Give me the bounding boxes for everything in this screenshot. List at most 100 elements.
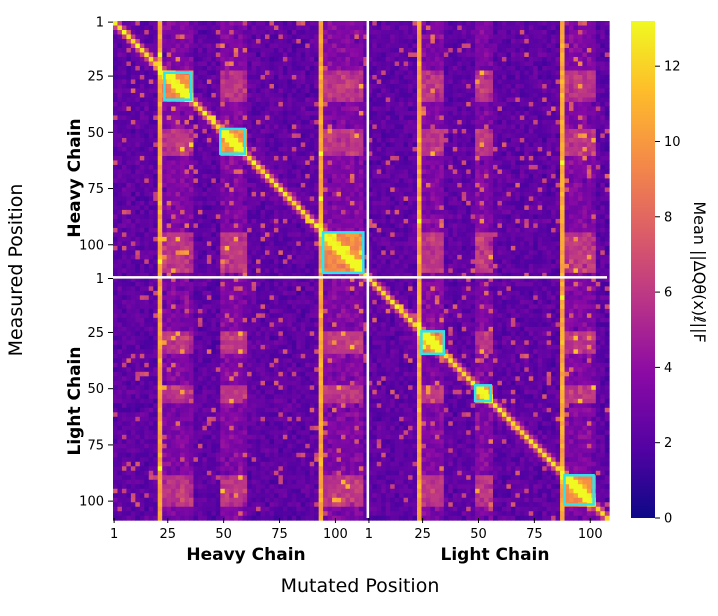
heatmap-cell [206,106,212,112]
heatmap-cell [461,92,467,98]
heatmap-cell [376,128,382,134]
heatmap-cell [577,30,583,35]
heatmap-cell [367,83,373,89]
heatmap-cell [510,146,516,152]
heatmap-cell [135,205,141,211]
heatmap-cell [524,200,530,206]
heatmap-cell [452,218,458,224]
heatmap-cell [506,151,512,157]
heatmap-cell [555,200,561,206]
heatmap-cell [551,124,556,130]
heatmap-cell [577,70,583,76]
heatmap-cell [260,106,266,112]
heatmap-cell [533,101,539,107]
heatmap-cell [296,128,302,134]
heatmap-cell [577,56,583,62]
heatmap-cell [555,182,561,188]
heatmap-cell [117,164,123,170]
heatmap-cell [189,182,194,188]
heatmap-cell [148,34,154,40]
heatmap-cell [247,142,252,148]
heatmap-cell [341,34,346,40]
heatmap-cell [358,173,364,179]
heatmap-cell [314,142,320,148]
heatmap-cell [363,79,369,85]
heatmap-cell [497,164,503,170]
heatmap-cell [519,110,525,116]
heatmap-cell [421,124,427,130]
heatmap-cell [314,52,320,58]
heatmap-cell [417,151,422,157]
heatmap-cell [506,92,512,98]
heatmap-cell [202,200,208,206]
heatmap-cell [211,155,217,161]
heatmap-cell [421,218,427,224]
heatmap-cell [211,142,217,148]
heatmap-cell [443,38,449,44]
heatmap-cell [479,214,485,220]
heatmap-cell [211,187,217,193]
heatmap-cell [273,124,279,130]
heatmap-cell [300,173,306,179]
heatmap-cell [175,83,181,89]
heatmap-cell [139,214,145,220]
heatmap-cell [600,56,606,62]
heatmap-cell [528,187,534,193]
heatmap-cell [582,142,588,148]
heatmap-cell [242,187,248,193]
heatmap-cell [256,142,261,148]
heatmap-cell [546,70,552,76]
heatmap-cell [354,191,360,197]
heatmap-cell [206,101,212,107]
heatmap-cell [265,30,270,35]
heatmap-cell [157,169,163,175]
heatmap-cell [233,101,239,107]
heatmap-cell [291,83,297,89]
heatmap-cell [493,119,498,125]
heatmap-cell [197,214,203,220]
heatmap-cell [206,133,212,139]
heatmap-cell [385,56,391,62]
heatmap-cell [381,43,387,49]
heatmap-cell [229,187,235,193]
heatmap-cell [497,155,503,161]
heatmap-cell [157,101,163,107]
heatmap-cell [569,169,574,175]
heatmap-cell [260,137,266,143]
heatmap-cell [569,214,574,220]
heatmap-cell [457,214,463,220]
heatmap-cell [349,164,355,170]
heatmap-cell [314,133,320,139]
heatmap-cell [197,47,203,53]
heatmap-cell [497,146,503,152]
heatmap-cell [412,146,418,152]
heatmap-cell [506,164,512,170]
heatmap-cell [519,178,525,184]
heatmap-cell [144,70,150,76]
heatmap-cell [211,83,217,89]
heatmap-cell [256,196,261,202]
heatmap-cell [524,187,530,193]
heatmap-cell [287,43,293,49]
heatmap-cell [349,47,355,53]
heatmap-cell [399,101,404,107]
heatmap-cell [341,83,346,89]
heatmap-cell [484,43,489,49]
heatmap-cell [577,61,583,67]
heatmap-cell [403,97,409,103]
heatmap-cell [367,119,373,125]
heatmap-cell [425,182,431,188]
heatmap-cell [332,187,337,193]
heatmap-cell [202,128,208,134]
heatmap-cell [452,43,458,49]
heatmap-cell [448,169,454,175]
heatmap-cell [479,47,485,53]
heatmap-cell [412,151,418,157]
heatmap-cell [448,137,454,143]
heatmap-cell [439,30,445,35]
heatmap-cell [345,200,351,206]
heatmap-cell [412,61,418,67]
heatmap-cell [443,97,449,103]
heatmap-cell [148,178,154,184]
heatmap-cell [430,115,436,121]
